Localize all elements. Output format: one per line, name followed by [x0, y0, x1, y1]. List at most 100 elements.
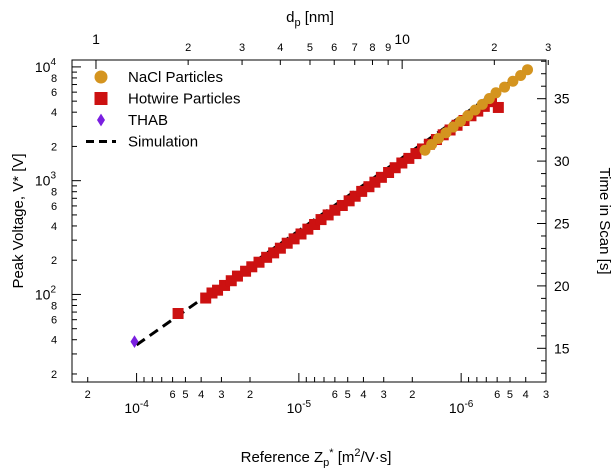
hotwire-particles-point [349, 190, 361, 202]
bottom-minor-label: 4 [360, 389, 366, 401]
bottom-minor-label: 3 [381, 389, 387, 401]
bottom-minor-label: 2 [247, 389, 253, 401]
top-tick-label: 1 [92, 31, 100, 47]
left-minor-label: 6 [51, 87, 57, 99]
legend-swatch-nacl-particles [94, 70, 108, 84]
hotwire-particles-point [336, 200, 348, 212]
left-minor-label: 4 [51, 335, 57, 347]
series-thab [130, 335, 139, 349]
bottom-minor-label: 4 [198, 389, 204, 401]
top-tick-label: 9 [385, 42, 391, 54]
top-tick-label: 4 [277, 42, 283, 54]
nacl-particles-point [490, 87, 502, 99]
top-tick-label: 7 [352, 42, 358, 54]
left-minor-label: 8 [51, 73, 57, 85]
nacl-particles-point [522, 64, 534, 76]
hotwire-particles-point [403, 152, 415, 164]
hotwire-particles-point [261, 251, 273, 263]
bottom-minor-label: 2 [85, 389, 91, 401]
hotwire-particles-point [315, 214, 327, 226]
bottom-decade-label: 10-4 [124, 399, 149, 416]
hotwire-particles-point [288, 233, 300, 245]
right-tick-label: 15 [554, 340, 570, 356]
hotwire-particles-point [389, 162, 401, 174]
data-series [130, 64, 534, 349]
hotwire-particles-point [281, 237, 293, 249]
hotwire-particles-point [219, 279, 231, 291]
left-minor-label: 4 [51, 221, 57, 233]
top-tick-label: 5 [307, 42, 313, 54]
nacl-particles-point [432, 132, 444, 144]
left-decade-label: 104 [35, 57, 57, 75]
left-minor-label: 8 [51, 187, 57, 199]
left-minor-label: 4 [51, 107, 57, 119]
hotwire-particles-point [410, 148, 422, 160]
hotwire-particles-point [231, 270, 243, 282]
top-tick-label: 2 [185, 42, 191, 54]
right-tick-label: 30 [554, 153, 570, 169]
hotwire-particles-point [246, 261, 258, 273]
legend-label-nacl-particles: NaCl Particles [128, 69, 223, 86]
hotwire-particles-point [274, 242, 286, 254]
bottom-minor-label: 2 [409, 389, 415, 401]
left-decade-label: 103 [35, 171, 57, 189]
top-tick-label: 2 [491, 42, 497, 54]
left-minor-label: 2 [51, 255, 57, 267]
left-minor-label: 2 [51, 369, 57, 381]
hotwire-particles-point [225, 275, 237, 287]
hotwire-particles-point [492, 101, 504, 113]
hotwire-particles-point [212, 284, 224, 296]
hotwire-particles-point [206, 287, 218, 299]
series-nacl-particles [419, 64, 534, 156]
hotwire-particles-point [322, 209, 334, 221]
bottom-minor-label: 5 [182, 389, 188, 401]
top-tick-label: 3 [545, 42, 551, 54]
bottom-minor-label: 4 [523, 389, 529, 401]
bottom-minor-label: 3 [218, 389, 224, 401]
hotwire-particles-point [329, 204, 341, 216]
left-decade-label: 102 [35, 284, 57, 302]
bottom-minor-label: 3 [543, 389, 549, 401]
bottom-decade-label: 10-5 [287, 399, 312, 416]
top-tick-label: 8 [369, 42, 375, 54]
bottom-minor-label: 6 [332, 389, 338, 401]
bottom-minor-label: 6 [494, 389, 500, 401]
hotwire-particles-point [302, 223, 314, 235]
legend-swatch-thab [97, 113, 105, 127]
hotwire-particles-point [383, 166, 395, 178]
right-tick-label: 20 [554, 278, 570, 294]
hotwire-particles-point [309, 218, 321, 230]
legend-label-simulation: Simulation [128, 134, 198, 151]
bottom-minor-label: 6 [170, 389, 176, 401]
hotwire-particles-point [268, 247, 280, 259]
left-minor-label: 6 [51, 315, 57, 327]
hotwire-particles-point [356, 185, 368, 197]
thab-point [130, 335, 139, 349]
hotwire-particles-point [363, 181, 375, 193]
bottom-minor-label: 5 [345, 389, 351, 401]
top-tick-label: 3 [239, 42, 245, 54]
nacl-particles-point [507, 75, 519, 87]
bottom-axis-label: Reference Zp* [m2/V·s] [241, 447, 392, 468]
top-tick-label: 6 [331, 42, 337, 54]
right-axis-label: Time in Scan [s] [596, 168, 613, 275]
left-minor-label: 6 [51, 201, 57, 213]
hotwire-particles-point [200, 292, 212, 304]
top-axis-label: dp [nm] [286, 9, 334, 29]
bottom-decade-label: 10-6 [449, 399, 474, 416]
top-tick-label: 10 [394, 31, 410, 47]
hotwire-particles-point [240, 265, 252, 277]
hotwire-particles-point [253, 256, 265, 268]
nacl-particles-point [499, 81, 511, 93]
legend-swatch-hotwire-particles [94, 92, 108, 105]
bottom-minor-label: 5 [507, 389, 513, 401]
hotwire-particles-point [172, 308, 184, 320]
left-minor-label: 2 [51, 141, 57, 153]
legend: NaCl Particles Hotwire Particles THAB Simul… [86, 69, 241, 151]
hotwire-particles-point [369, 176, 381, 188]
hotwire-particles-point [375, 171, 387, 183]
hotwire-particles-point [295, 228, 307, 240]
left-axis-label: Peak Voltage, V* [V] [10, 153, 27, 288]
